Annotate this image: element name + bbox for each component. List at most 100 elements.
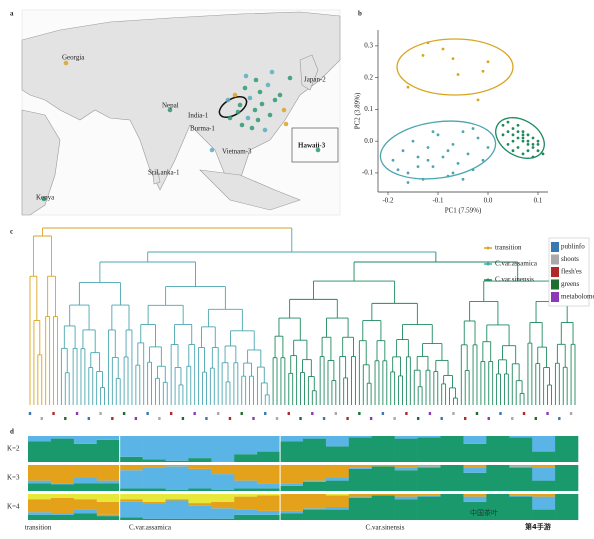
x-tick-label: -0.2 [382, 197, 394, 205]
tissue-marker [346, 417, 349, 420]
admixture-segment [73, 443, 98, 462]
admixture-segment [73, 499, 98, 510]
tissue-marker [52, 412, 55, 415]
legend-swatch [486, 262, 490, 266]
admixture-segment [234, 488, 258, 491]
admixture-segment [348, 468, 373, 491]
point [456, 73, 460, 76]
map-sample [259, 101, 265, 107]
map [21, 9, 341, 216]
map-sample [267, 112, 273, 118]
admixture-segment [119, 465, 143, 471]
point [516, 130, 520, 134]
admixture-segment [234, 465, 258, 481]
admixture-segment [28, 483, 52, 491]
admixture-segment [394, 496, 418, 500]
map-sample [235, 109, 241, 115]
admixture-segment [73, 513, 98, 520]
point [516, 136, 520, 140]
tissue-marker [569, 412, 573, 415]
tissue-marker [146, 412, 149, 415]
admixture-segment [486, 494, 510, 520]
admixture-segment [394, 499, 418, 520]
point [516, 146, 520, 149]
admixture-segment [303, 436, 327, 439]
admixture-segment [280, 483, 304, 486]
admixture-segment [280, 494, 304, 511]
admixture-segment [188, 468, 212, 489]
legend-swatch [551, 279, 559, 290]
admixture-segment [211, 489, 235, 491]
point [521, 130, 525, 134]
admixture-segment [50, 465, 75, 484]
admixture-segment [303, 508, 327, 510]
admixture-segment [348, 436, 373, 438]
admixture-segment [509, 466, 533, 468]
admixture-segment [280, 510, 304, 514]
row-label: K=3 [7, 474, 20, 482]
admixture-segment [257, 465, 281, 484]
map-sample [262, 127, 268, 133]
tissue-marker [193, 412, 196, 415]
admixture-segment [532, 509, 556, 520]
point [456, 162, 460, 165]
tissue-marker [416, 417, 420, 420]
admixture-segment [73, 494, 98, 500]
tissue-marker [558, 417, 561, 420]
map-sample [209, 147, 215, 153]
landmass [299, 54, 319, 91]
map-sample [243, 73, 249, 79]
admixture-segment [257, 495, 281, 511]
map-label: Georgia [62, 54, 85, 62]
tissue-marker [487, 417, 490, 420]
admixture-segment [417, 495, 441, 497]
tissue-marker [181, 417, 185, 420]
point [521, 133, 525, 137]
admixture-segment [28, 494, 52, 500]
tissue-marker [158, 417, 161, 420]
admixture-segment [188, 505, 212, 519]
point [451, 142, 455, 146]
admixture-segment [119, 517, 143, 520]
admixture-segment [96, 439, 120, 462]
panel-label: a [10, 10, 14, 18]
tissue-marker [393, 417, 396, 420]
admixture-segment [532, 465, 556, 468]
map-sample [41, 196, 47, 202]
admixture-segment [509, 496, 533, 520]
y-tick-label: 0.2 [364, 73, 373, 81]
y-tick-label: 0.0 [364, 137, 373, 145]
admixture-segment [463, 443, 487, 462]
tissue-marker [334, 412, 338, 415]
point [536, 149, 540, 153]
tissue-marker [452, 412, 455, 415]
tissue-marker [240, 412, 243, 415]
admixture-segment [73, 478, 98, 484]
y-tick-label: 0.3 [364, 41, 373, 49]
point [506, 120, 510, 124]
tissue-marker [475, 412, 479, 415]
admixture-segment [211, 494, 235, 502]
admixture-segment [96, 501, 120, 515]
admixture-segment [142, 436, 166, 460]
point [446, 149, 450, 153]
point [526, 133, 530, 137]
admixture-segment [28, 465, 52, 481]
admixture-segment [188, 503, 212, 506]
admixture-segment [142, 494, 166, 502]
admixture-segment [96, 465, 120, 481]
point [431, 165, 435, 168]
map-sample [265, 82, 271, 88]
admixture-segment [211, 474, 235, 490]
admixture-segment [28, 480, 52, 484]
legend-label: greens [561, 280, 580, 288]
legend-label: shoots [561, 255, 579, 263]
landmass [199, 169, 301, 211]
map-sample [283, 121, 289, 127]
point [501, 123, 505, 127]
map-sample [227, 115, 233, 121]
map-sample [247, 95, 253, 101]
point [486, 146, 490, 149]
x-tick-label: 0.1 [534, 197, 543, 205]
